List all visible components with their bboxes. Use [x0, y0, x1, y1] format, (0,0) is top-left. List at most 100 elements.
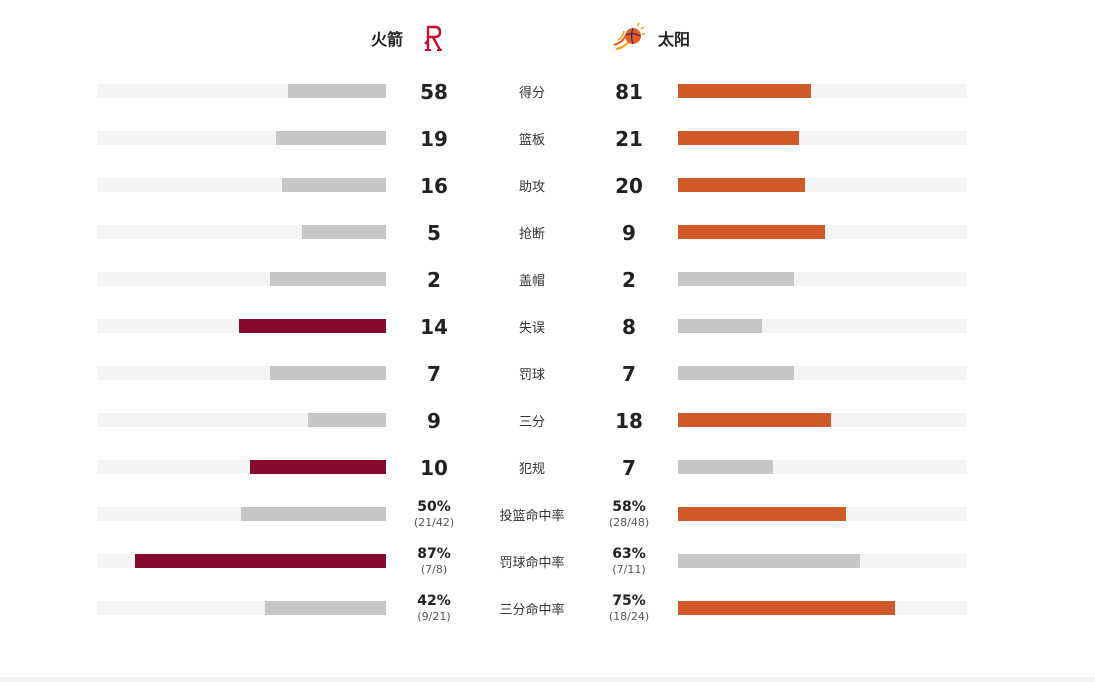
away-stat-value: 18 [599, 397, 659, 444]
away-bar-track [678, 272, 967, 286]
away-stat-number: 9 [622, 220, 636, 245]
home-stat-number: 16 [420, 173, 448, 198]
home-bar-track [97, 366, 386, 380]
stat-label: 三分命中率 [499, 603, 565, 618]
home-bar-fill [135, 554, 386, 568]
home-stat-detail: (9/21) [417, 610, 451, 623]
away-bar-track [678, 225, 967, 239]
home-bar-fill [308, 413, 386, 427]
away-stat-number: 21 [615, 126, 643, 151]
away-team-name: 太阳 [658, 30, 691, 49]
stat-label: 罚球命中率 [499, 556, 565, 571]
home-bar-fill [270, 366, 386, 380]
away-bar-track [678, 460, 967, 474]
home-stat-detail: (7/8) [420, 563, 448, 576]
home-bar-track [97, 84, 386, 98]
stat-label: 失误 [518, 321, 545, 336]
away-bar-fill [678, 272, 794, 286]
home-bar-fill [239, 319, 386, 333]
home-stat-value: 2 [404, 256, 464, 303]
teams-header: 火箭 太阳 [0, 18, 1095, 58]
stat-row: 5 抢断 9 [0, 209, 1095, 256]
home-bar-track [97, 319, 386, 333]
home-bar-track [97, 272, 386, 286]
home-stat-number: 5 [427, 220, 441, 245]
away-stat-detail: (18/24) [608, 610, 650, 623]
away-bar-fill [678, 84, 811, 98]
suns-logo-icon [613, 22, 645, 50]
stat-row: 50% (21/42) 投篮命中率 58% (28/48) [0, 491, 1095, 538]
stat-row: 7 罚球 7 [0, 350, 1095, 397]
away-stat-value: 7 [599, 350, 659, 397]
home-bar-track [97, 131, 386, 145]
away-stat-number: 20 [615, 173, 643, 198]
home-stat-number: 10 [420, 455, 448, 480]
stat-label: 助攻 [518, 180, 545, 195]
home-stat-value: 10 [404, 444, 464, 491]
home-stat-value: 7 [404, 350, 464, 397]
home-stat-number: 50% [417, 499, 451, 515]
home-stat-number: 58 [420, 79, 448, 104]
stat-row: 14 失误 8 [0, 303, 1095, 350]
away-bar-fill [678, 225, 825, 239]
stat-row: 42% (9/21) 三分命中率 75% (18/24) [0, 585, 1095, 632]
away-stat-number: 2 [622, 267, 636, 292]
away-bar-track [678, 601, 967, 615]
home-bar-track [97, 460, 386, 474]
footer-divider [0, 677, 1095, 682]
away-stat-value: 20 [599, 162, 659, 209]
home-bar-fill [270, 272, 386, 286]
home-stat-value: 16 [404, 162, 464, 209]
away-bar-track [678, 84, 967, 98]
away-stat-number: 7 [622, 361, 636, 386]
home-bar-fill [265, 601, 386, 615]
away-stat-detail: (28/48) [608, 516, 650, 529]
away-stat-value: 8 [599, 303, 659, 350]
away-bar-fill [678, 460, 773, 474]
home-stat-number: 19 [420, 126, 448, 151]
home-stat-value: 42% (9/21) [404, 585, 464, 632]
home-bar-fill [282, 178, 386, 192]
away-stat-number: 81 [615, 79, 643, 104]
home-stat-number: 14 [420, 314, 448, 339]
home-stat-value: 5 [404, 209, 464, 256]
home-bar-track [97, 507, 386, 521]
home-stat-number: 87% [417, 546, 451, 562]
home-stat-value: 58 [404, 68, 464, 115]
away-stat-value: 7 [599, 444, 659, 491]
home-bar-track [97, 178, 386, 192]
home-stat-number: 7 [427, 361, 441, 386]
away-stat-value: 58% (28/48) [599, 491, 659, 538]
home-bar-track [97, 225, 386, 239]
home-bar-fill [302, 225, 386, 239]
stat-row: 19 篮板 21 [0, 115, 1095, 162]
home-bar-track [97, 601, 386, 615]
home-team-name: 火箭 [370, 30, 403, 49]
away-bar-fill [678, 178, 805, 192]
home-stat-value: 14 [404, 303, 464, 350]
away-bar-track [678, 319, 967, 333]
stat-label: 投篮命中率 [499, 509, 565, 524]
home-stat-number: 2 [427, 267, 441, 292]
home-bar-fill [288, 84, 386, 98]
away-bar-track [678, 178, 967, 192]
away-team[interactable]: 太阳 [612, 18, 690, 58]
away-stat-detail: (7/11) [612, 563, 646, 576]
away-stat-number: 18 [615, 408, 643, 433]
away-stat-value: 9 [599, 209, 659, 256]
home-bar-fill [241, 507, 386, 521]
away-bar-fill [678, 507, 846, 521]
home-bar-fill [250, 460, 386, 474]
away-stat-number: 75% [612, 593, 646, 609]
home-bar-track [97, 413, 386, 427]
home-stat-value: 19 [404, 115, 464, 162]
home-bar-fill [276, 131, 386, 145]
stat-label: 篮板 [518, 133, 545, 148]
away-stat-value: 21 [599, 115, 659, 162]
home-stat-value: 50% (21/42) [404, 491, 464, 538]
away-stat-number: 63% [612, 546, 646, 562]
stat-row: 16 助攻 20 [0, 162, 1095, 209]
away-stat-value: 63% (7/11) [599, 538, 659, 585]
home-team[interactable]: 火箭 [371, 18, 449, 58]
away-bar-fill [678, 554, 860, 568]
